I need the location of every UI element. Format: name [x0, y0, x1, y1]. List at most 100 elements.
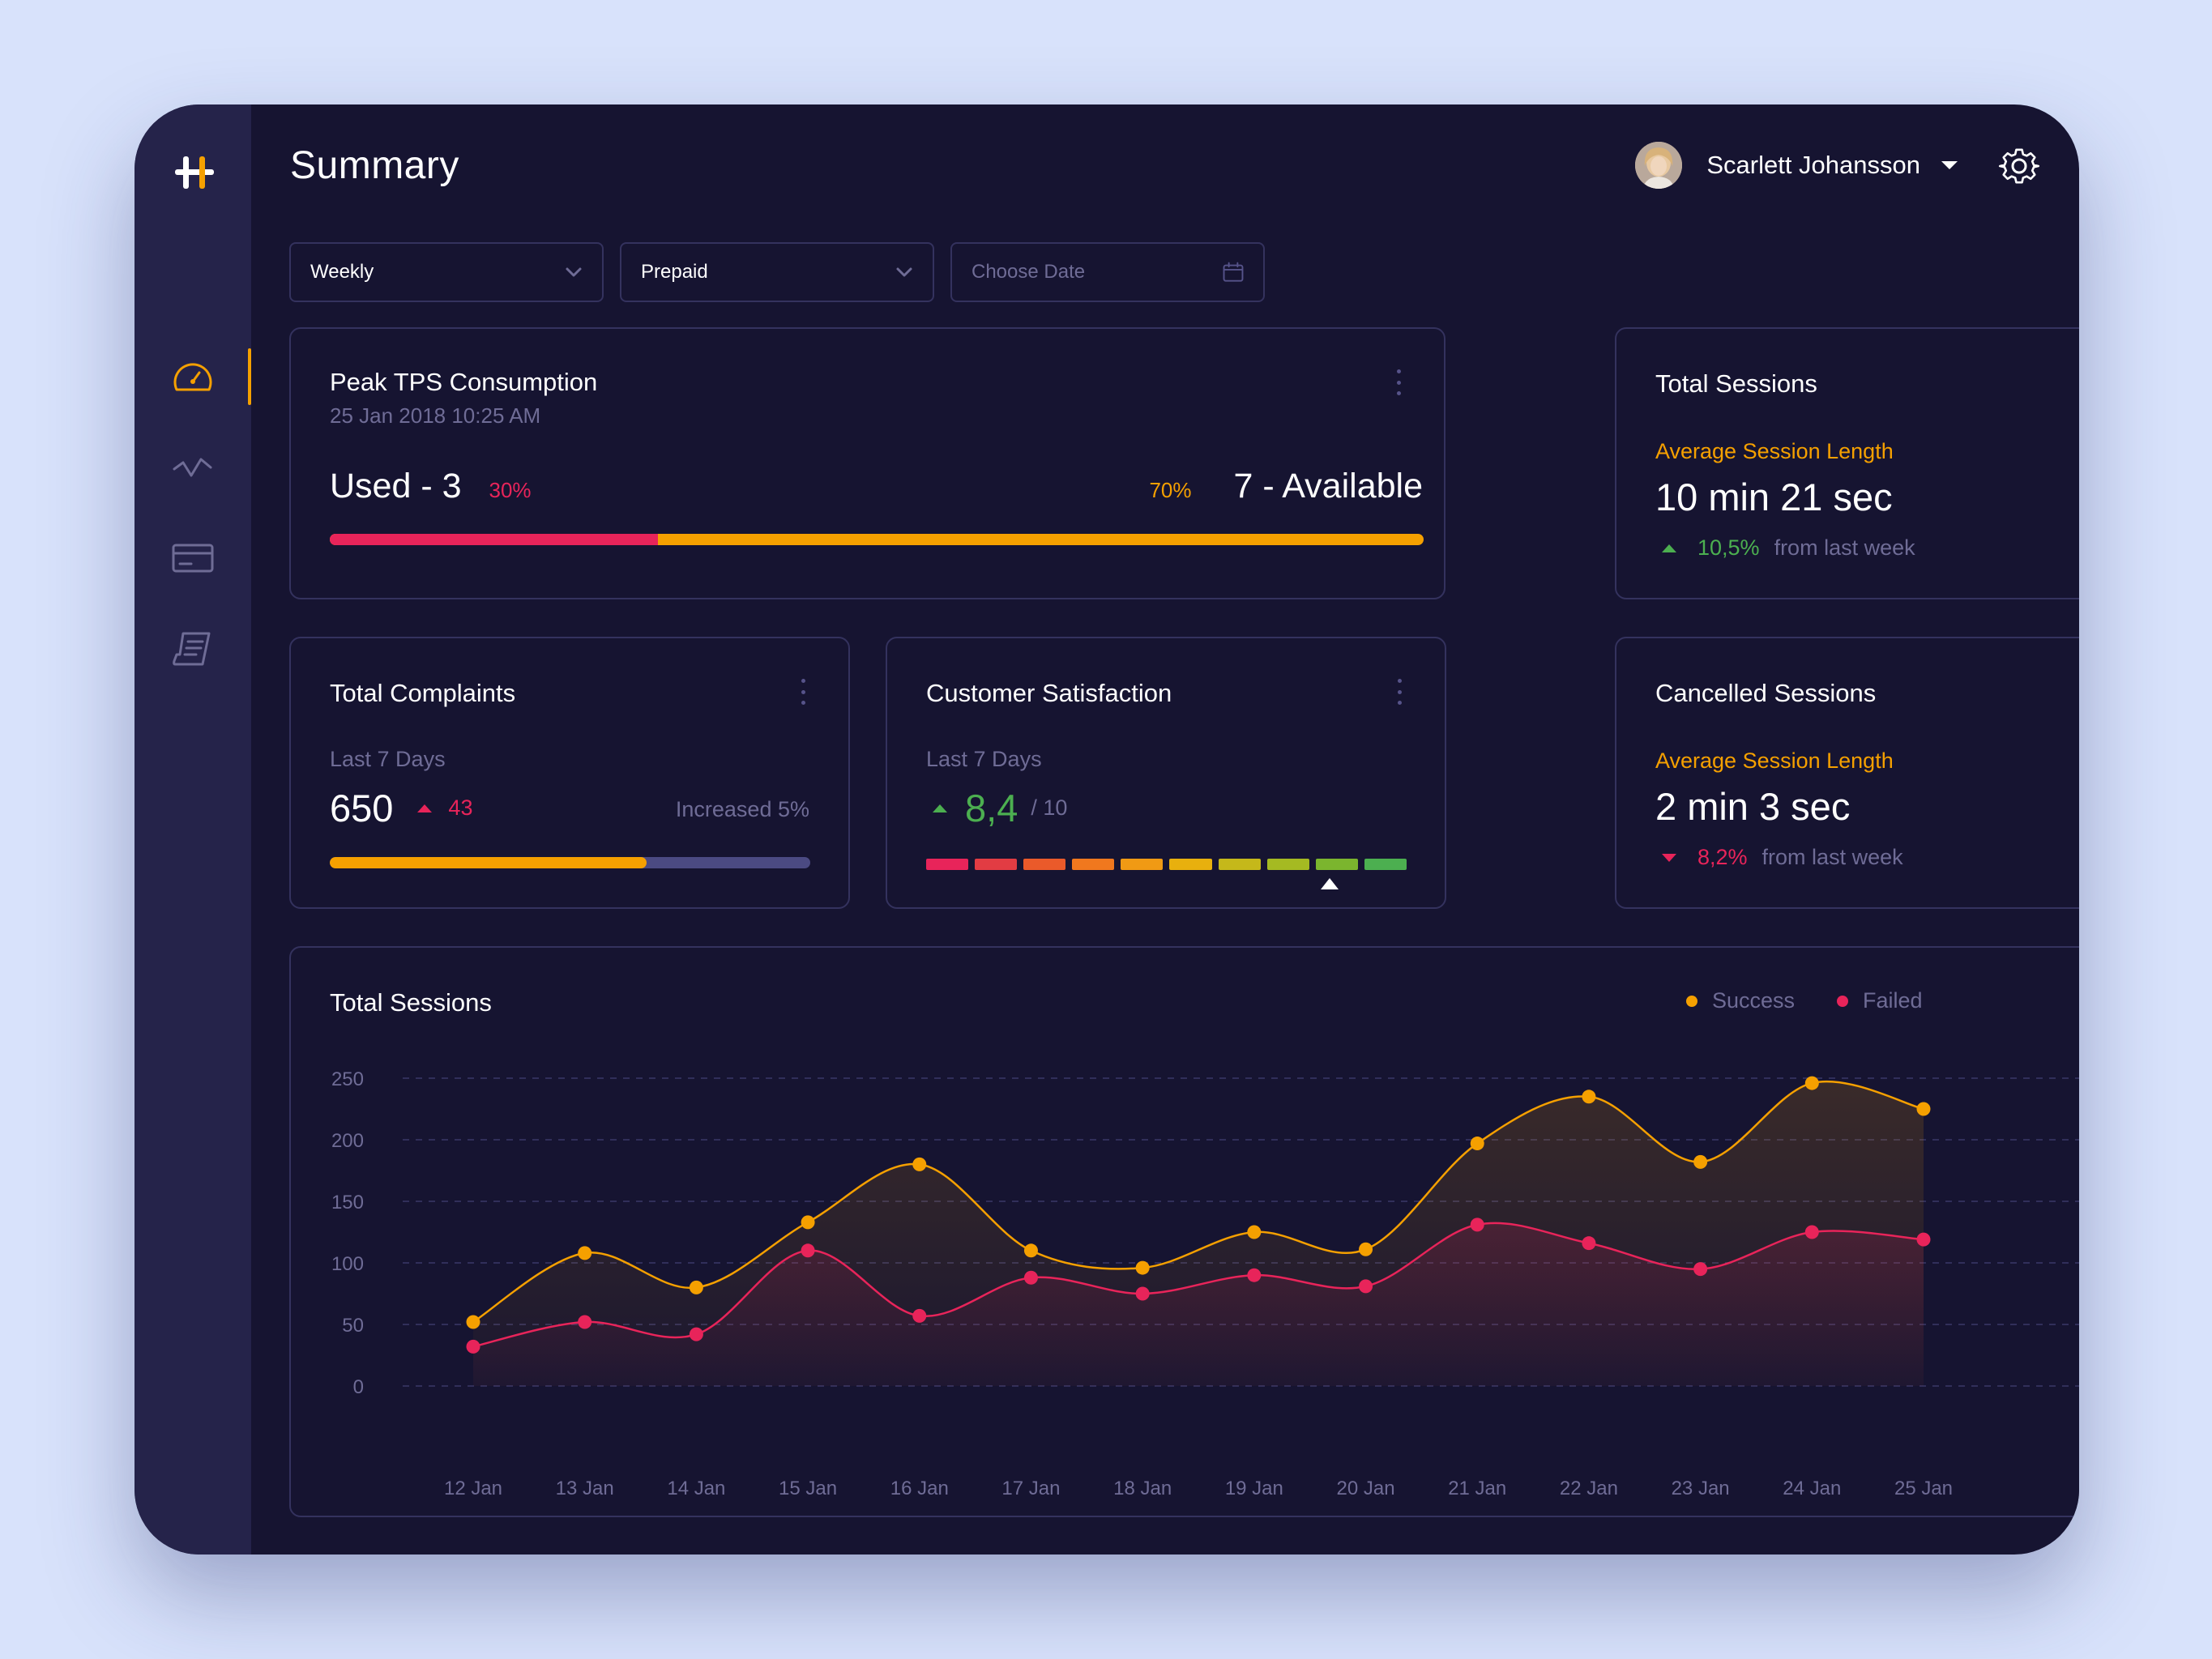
session-length-value: 10 min 21 sec	[1655, 476, 1893, 518]
score-row: 8,4 / 10	[933, 786, 1067, 830]
legend-dot	[1837, 995, 1848, 1007]
satisfaction-segment	[1121, 859, 1164, 870]
subtitle: Average Session Length	[1655, 748, 1894, 773]
legend-label: Success	[1712, 988, 1796, 1013]
data-point	[1470, 1218, 1484, 1232]
data-point	[1804, 1076, 1819, 1090]
increase-note: Increased 5%	[675, 797, 809, 821]
period-select[interactable]: Weekly	[289, 242, 604, 302]
tps-used-segment	[330, 534, 658, 545]
data-point	[1359, 1242, 1373, 1256]
complaints-progress-bar	[330, 857, 810, 868]
trend-up-icon	[417, 804, 433, 812]
data-point	[689, 1327, 703, 1341]
chevron-down-icon	[1941, 161, 1958, 169]
x-tick-label: 21 Jan	[1448, 1478, 1506, 1499]
user-name: Scarlett Johansson	[1706, 151, 1920, 179]
main-content: Summary Scarlett Johansson We	[251, 104, 2079, 1555]
x-tick-label: 24 Jan	[1783, 1478, 1841, 1499]
logo-icon[interactable]	[172, 150, 217, 195]
app-window: Summary Scarlett Johansson We	[135, 104, 2079, 1555]
x-tick-label: 22 Jan	[1560, 1478, 1618, 1499]
trend-up-icon	[1662, 544, 1676, 552]
x-tick-label: 12 Jan	[444, 1478, 502, 1499]
card-title: Cancelled Sessions	[1655, 679, 1877, 707]
change-row: 8,2% from last week	[1662, 845, 1903, 870]
legend-success[interactable]: Success	[1686, 988, 1795, 1013]
cancelled-value: 2 min 3 sec	[1655, 785, 1851, 828]
satisfaction-max: / 10	[1031, 795, 1068, 820]
data-point	[466, 1315, 480, 1329]
data-point	[1582, 1236, 1596, 1251]
sidebar-item-analytics[interactable]	[135, 435, 251, 500]
satisfaction-segment	[1072, 859, 1115, 870]
satisfaction-card: Customer Satisfaction Last 7 Days 8,4 / …	[886, 637, 1446, 909]
sidebar-item-reports[interactable]	[135, 616, 251, 681]
trend-up-icon	[933, 804, 947, 812]
x-tick-label: 18 Jan	[1113, 1478, 1172, 1499]
plan-select-value: Prepaid	[641, 261, 708, 283]
data-point	[689, 1280, 703, 1294]
data-point	[1693, 1262, 1708, 1277]
data-point	[578, 1315, 592, 1329]
y-tick-label: 200	[331, 1130, 364, 1152]
card-title: Customer Satisfaction	[926, 679, 1172, 707]
card-title: Peak TPS Consumption	[330, 368, 598, 396]
period-label: Last 7 Days	[330, 747, 446, 771]
y-tick-label: 100	[331, 1253, 364, 1275]
satisfaction-segment	[1266, 859, 1309, 870]
page-title: Summary	[290, 144, 459, 187]
satisfaction-scale	[926, 859, 1407, 870]
legend-dot	[1686, 995, 1697, 1007]
more-options-icon[interactable]	[1390, 366, 1407, 399]
speedometer-icon	[173, 363, 212, 391]
complaints-value: 650	[330, 787, 394, 830]
date-picker[interactable]	[950, 242, 1265, 302]
x-tick-label: 13 Jan	[556, 1478, 614, 1499]
user-menu[interactable]: Scarlett Johansson	[1635, 142, 1958, 189]
more-options-icon[interactable]	[795, 676, 811, 708]
sessions-chart-card: Total Sessions Success Failed 0 50 100 150 2…	[289, 946, 2079, 1517]
satisfaction-segment	[1023, 859, 1066, 870]
x-tick-label: 14 Jan	[667, 1478, 725, 1499]
total-sessions-card: Total Sessions Average Session Length 10…	[1615, 327, 2079, 599]
satisfaction-segment	[1315, 859, 1358, 870]
period-label: Last 7 Days	[926, 747, 1042, 771]
data-point	[1916, 1232, 1931, 1247]
x-tick-label: 20 Jan	[1337, 1478, 1395, 1499]
data-point	[1135, 1260, 1150, 1275]
gear-icon[interactable]	[1998, 145, 2040, 187]
change-suffix: from last week	[1761, 845, 1903, 869]
date-input[interactable]	[971, 261, 1223, 284]
change-value: 10,5%	[1697, 535, 1760, 560]
sessions-line-chart: 0 50 100 150 200 250 12 Jan 13 Jan 14 Jan 15 Jan 1…	[331, 1068, 2079, 1499]
series-line	[472, 1222, 1924, 1348]
y-tick-label: 250	[331, 1068, 364, 1090]
value-row: 650 43	[330, 786, 472, 830]
peak-tps-card: Peak TPS Consumption 25 Jan 2018 10:25 A…	[289, 327, 1445, 599]
data-point	[1247, 1268, 1262, 1282]
receipt-icon	[173, 632, 211, 666]
series-line	[472, 1080, 1924, 1324]
plan-select[interactable]: Prepaid	[620, 242, 934, 302]
data-point	[466, 1339, 480, 1354]
more-options-icon[interactable]	[1391, 676, 1407, 708]
data-point	[1135, 1286, 1150, 1301]
y-tick-label: 150	[331, 1192, 364, 1213]
chevron-down-icon	[566, 267, 582, 277]
satisfaction-score: 8,4	[965, 787, 1018, 830]
y-tick-label: 0	[353, 1376, 364, 1398]
line-chart-icon	[173, 458, 212, 477]
data-point	[578, 1246, 592, 1260]
timestamp: 25 Jan 2018 10:25 AM	[330, 403, 541, 428]
data-point	[1023, 1243, 1038, 1258]
x-tick-label: 15 Jan	[779, 1478, 837, 1499]
legend-failed[interactable]: Failed	[1837, 988, 1923, 1013]
x-tick-label: 19 Jan	[1225, 1478, 1283, 1499]
sidebar-item-billing[interactable]	[135, 526, 251, 591]
satisfaction-segment	[926, 859, 969, 870]
used-percent: 30%	[489, 478, 532, 502]
satisfaction-segment	[1169, 859, 1212, 870]
sidebar-item-dashboard[interactable]	[135, 344, 251, 409]
period-select-value: Weekly	[310, 261, 374, 283]
